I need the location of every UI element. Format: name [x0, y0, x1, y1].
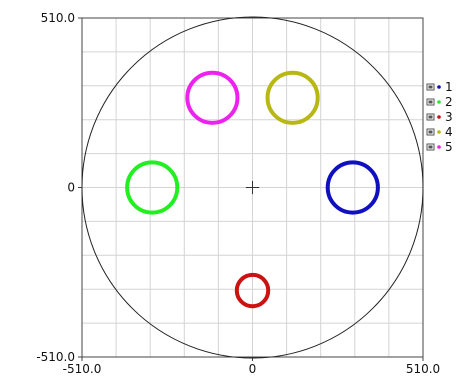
legend-item-4[interactable]: 4: [426, 125, 453, 139]
series-circle-3: [234, 272, 271, 309]
legend-item-2[interactable]: 2: [426, 95, 453, 109]
x-tick-label: -510.0: [63, 362, 102, 376]
x-axis-ticks: -510.0 0 510.0: [63, 357, 440, 376]
legend-toggle-fill: [428, 115, 433, 119]
series-circles: [125, 70, 380, 309]
boundary-circle: [81, 16, 424, 359]
y-axis-ticks: 510.0 0 -510.0: [36, 11, 82, 364]
series-circle-4: [265, 70, 320, 125]
y-tick-label: 0: [67, 181, 75, 195]
series-circle-5: [185, 70, 240, 125]
x-tick-label: 510.0: [406, 362, 440, 376]
x-tick-label: 0: [249, 362, 257, 376]
legend-label: 3: [445, 110, 453, 124]
legend-label: 2: [445, 95, 453, 109]
y-tick-label: -510.0: [36, 350, 75, 364]
legend-toggle-fill: [428, 100, 433, 104]
legend-item-1[interactable]: 1: [426, 80, 453, 94]
legend-toggle-fill: [428, 130, 433, 134]
legend-item-5[interactable]: 5: [426, 140, 453, 154]
legend-label: 1: [445, 80, 453, 94]
legend-toggle-fill: [428, 85, 433, 89]
legend-marker: [437, 130, 441, 134]
legend-label: 4: [445, 125, 453, 139]
legend-marker: [437, 85, 441, 89]
legend-label: 5: [445, 140, 453, 154]
legend-item-3[interactable]: 3: [426, 110, 453, 124]
legend-marker: [437, 145, 441, 149]
series-circle-2: [125, 160, 180, 215]
legend-marker: [437, 115, 441, 119]
center-crosshair: [245, 180, 260, 195]
legend-toggle-fill: [428, 145, 433, 149]
y-tick-label: 510.0: [41, 11, 75, 25]
series-circle-1: [325, 160, 380, 215]
legend-marker: [437, 100, 441, 104]
